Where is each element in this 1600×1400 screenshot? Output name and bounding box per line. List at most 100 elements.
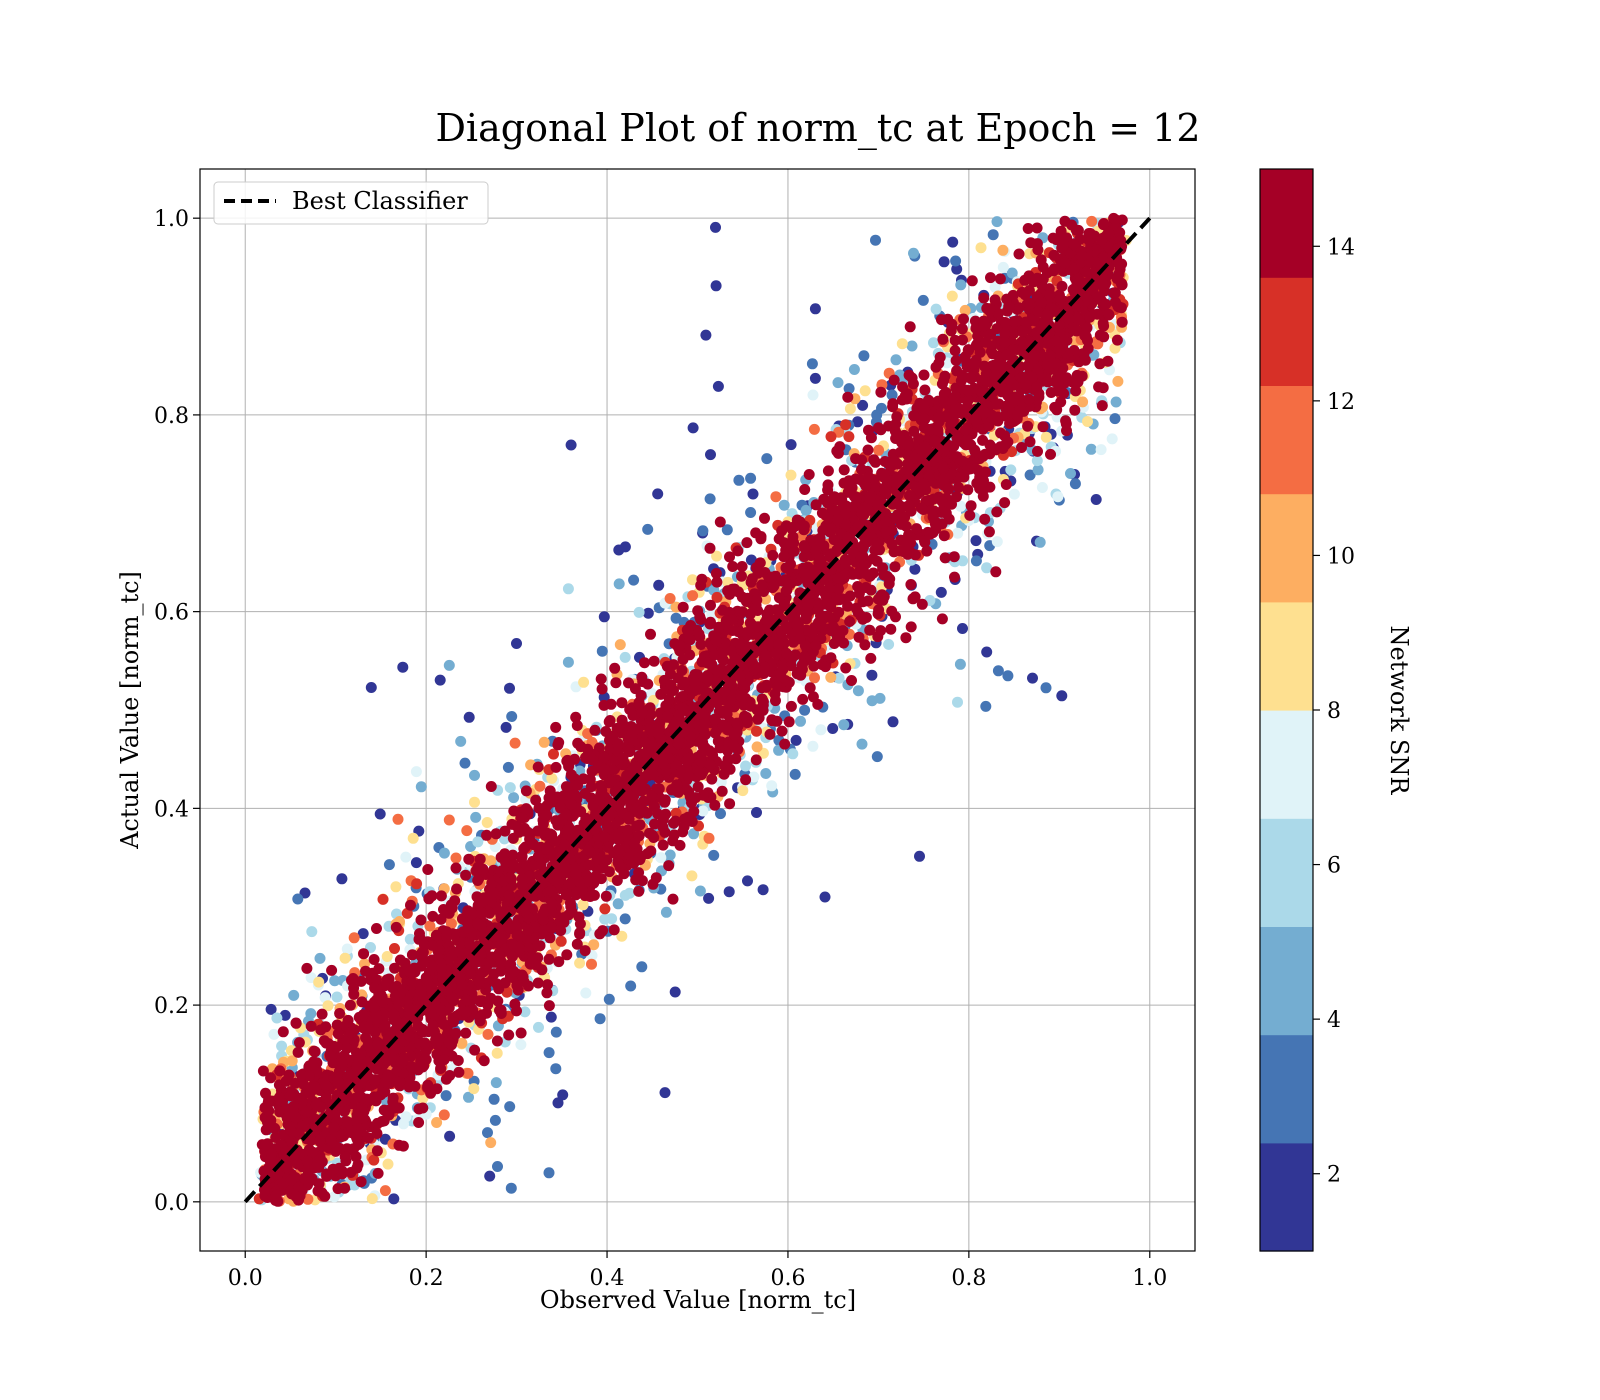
- scatter-point: [1034, 536, 1046, 548]
- scatter-point: [431, 1117, 443, 1128]
- scatter-point: [751, 741, 763, 753]
- scatter-point: [543, 1000, 555, 1012]
- scatter-point: [550, 1063, 562, 1075]
- scatter-point: [462, 1067, 474, 1079]
- scatter-point: [991, 536, 1003, 548]
- scatter-point: [809, 303, 821, 315]
- scatter-point: [724, 551, 735, 563]
- scatter-point: [778, 551, 790, 563]
- scatter-point: [733, 474, 745, 486]
- scatter-point: [1024, 469, 1036, 481]
- scatter-point: [613, 578, 625, 590]
- scatter-point: [664, 849, 676, 861]
- scatter-point: [852, 685, 864, 697]
- scatter-point: [596, 645, 608, 657]
- scatter-point: [852, 416, 864, 428]
- scatter-point: [741, 537, 753, 549]
- scatter-point: [905, 579, 917, 590]
- scatter-point: [586, 958, 597, 970]
- scatter-point: [405, 899, 416, 911]
- scatter-point: [410, 766, 422, 778]
- scatter-point: [947, 236, 959, 248]
- scatter-point: [543, 1047, 555, 1059]
- scatter-point: [908, 247, 919, 259]
- scatter-point: [712, 380, 724, 392]
- scatter-point: [1022, 223, 1034, 234]
- scatter-point: [906, 340, 918, 352]
- scatter-point: [1116, 316, 1128, 328]
- scatter-point: [292, 893, 304, 905]
- scatter-point: [469, 1044, 481, 1056]
- scatter-point: [951, 263, 963, 275]
- scatter-point: [697, 805, 709, 817]
- scatter-point: [542, 979, 553, 991]
- scatter-point: [1069, 478, 1081, 490]
- scatter-point: [315, 1024, 327, 1036]
- scatter-point: [434, 674, 446, 686]
- scatter-point: [413, 1117, 425, 1128]
- scatter-point: [1097, 382, 1109, 394]
- scatter-point: [326, 964, 338, 976]
- scatter-point: [975, 242, 987, 254]
- scatter-point: [382, 1158, 394, 1170]
- scatter-point: [597, 925, 609, 937]
- scatter-point: [682, 624, 694, 636]
- scatter-point: [770, 491, 782, 503]
- scatter-point: [501, 986, 513, 998]
- scatter-point: [935, 586, 947, 598]
- scatter-point: [394, 954, 406, 966]
- scatter-point: [936, 613, 948, 625]
- scatter-point: [1110, 396, 1122, 408]
- scatter-point: [628, 574, 640, 586]
- scatter-point: [331, 991, 343, 1003]
- scatter-point: [747, 488, 759, 500]
- scatter-point: [1056, 280, 1068, 292]
- scatter-point: [843, 383, 855, 395]
- scatter-point: [704, 493, 716, 505]
- scatter-point: [509, 737, 521, 749]
- scatter-point: [366, 1193, 378, 1205]
- scatter-point: [886, 389, 898, 401]
- scatter-point: [761, 453, 773, 465]
- scatter-point: [314, 952, 326, 964]
- scatter-point: [956, 323, 968, 335]
- scatter-point: [440, 1090, 452, 1102]
- scatter-point: [959, 304, 971, 316]
- scatter-point: [1006, 267, 1018, 279]
- scatter-point: [980, 700, 992, 712]
- scatter-point: [721, 524, 733, 536]
- scatter-point: [807, 740, 819, 752]
- scatter-point: [406, 949, 418, 961]
- scatter-point: [642, 523, 654, 535]
- scatter-point: [552, 1097, 564, 1109]
- scatter-point: [404, 933, 416, 945]
- scatter-point: [704, 542, 716, 554]
- scatter-point: [919, 384, 931, 396]
- scatter-point: [916, 598, 928, 610]
- scatter-point: [1090, 494, 1102, 505]
- scatter-point: [411, 878, 423, 890]
- scatter-point: [710, 280, 722, 292]
- scatter-point: [562, 656, 574, 668]
- scatter-point: [1112, 375, 1124, 387]
- scatter-point: [1005, 464, 1017, 476]
- scatter-point: [1052, 491, 1064, 503]
- scatter-point: [687, 422, 699, 434]
- scatter-point: [503, 1029, 515, 1041]
- chart-title: Diagonal Plot of norm_tc at Epoch = 12: [435, 106, 1200, 151]
- scatter-point: [1027, 672, 1038, 684]
- scatter-point: [1085, 443, 1097, 455]
- scatter-point: [1031, 455, 1043, 467]
- scatter-point: [383, 859, 395, 871]
- scatter-point: [664, 593, 676, 604]
- scatter-point: [351, 1162, 363, 1174]
- scatter-point: [843, 431, 855, 443]
- scatter-point: [365, 682, 377, 693]
- scatter-point: [865, 652, 877, 664]
- scatter-point: [883, 638, 895, 650]
- scatter-point: [938, 256, 950, 268]
- scatter-point: [532, 977, 544, 989]
- scatter-point: [519, 1006, 531, 1018]
- scatter-point: [469, 769, 480, 781]
